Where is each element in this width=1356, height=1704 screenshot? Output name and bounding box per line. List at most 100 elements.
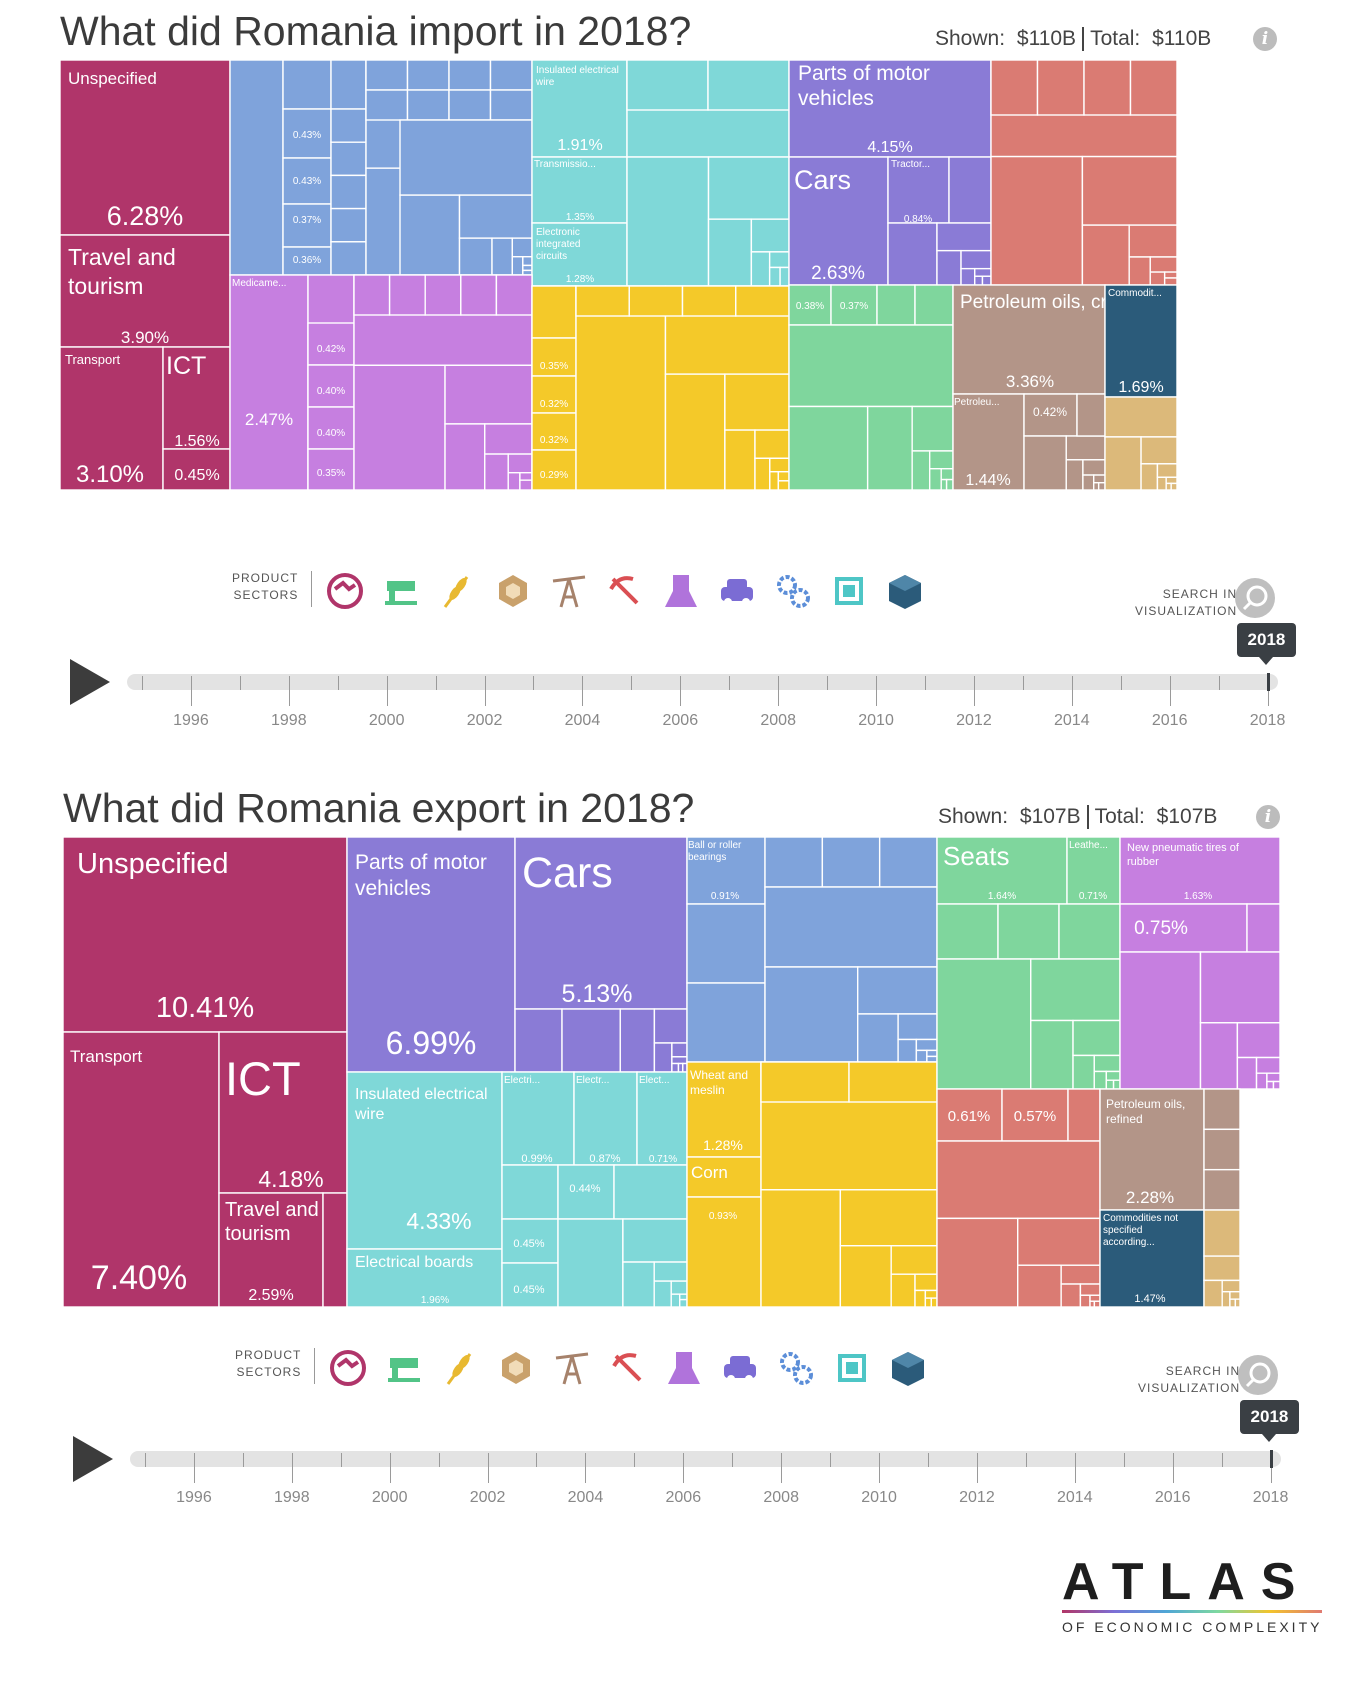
agriculture-wheat-icon[interactable]: [437, 571, 477, 611]
treemap-cell[interactable]: [1105, 1070, 1121, 1081]
treemap-cell[interactable]: [897, 1013, 938, 1041]
timeline-year-label[interactable]: 2016: [1154, 1489, 1191, 1506]
treemap-cell[interactable]: [760, 1061, 850, 1103]
timeline-year-label[interactable]: 2010: [861, 1489, 897, 1506]
treemap-cell[interactable]: [1199, 1022, 1239, 1090]
timeline-year-label[interactable]: 2012: [956, 712, 992, 729]
treemap-cell[interactable]: [1067, 1088, 1101, 1142]
treemap-cell[interactable]: [671, 1062, 680, 1073]
treemap-cell[interactable]: [1236, 1056, 1258, 1090]
treemap-cell[interactable]: [1234, 1298, 1241, 1307]
treemap-cell[interactable]: [769, 471, 780, 491]
treemap-cell[interactable]: [936, 958, 1032, 1090]
treemap-cell[interactable]: [914, 1289, 927, 1307]
treemap-cell[interactable]: [1203, 1279, 1223, 1307]
treemap-cell[interactable]: [448, 89, 492, 121]
treemap-cell[interactable]: [1255, 1072, 1268, 1090]
timeline-handle[interactable]: [1269, 1450, 1273, 1468]
treemap-cell[interactable]: [1140, 436, 1178, 465]
treemap-cell[interactable]: [997, 903, 1060, 960]
treemap-cell[interactable]: [952, 393, 1025, 491]
treemap-cell[interactable]: [1017, 1264, 1062, 1307]
treemap-cell[interactable]: [707, 218, 753, 287]
treemap-cell[interactable]: [821, 837, 881, 888]
treemap-cell[interactable]: [924, 1289, 938, 1299]
treemap-cell[interactable]: [1083, 60, 1132, 116]
treemap-cell[interactable]: [768, 266, 781, 287]
treemap-cell[interactable]: [1099, 1209, 1205, 1307]
treemap-cell[interactable]: [514, 837, 688, 1010]
treemap-cell[interactable]: [346, 1071, 503, 1250]
treemap-cell[interactable]: [575, 285, 630, 317]
treemap-cell[interactable]: [330, 174, 367, 210]
treemap-cell[interactable]: [924, 1297, 933, 1307]
treemap-cell[interactable]: [218, 1031, 348, 1194]
treemap-cell[interactable]: [750, 218, 790, 253]
play-button[interactable]: [73, 1436, 113, 1482]
treemap-cell[interactable]: [735, 285, 790, 317]
treemap-cell[interactable]: [531, 60, 628, 158]
treemap-cell[interactable]: [936, 249, 962, 286]
treemap-cell[interactable]: [960, 267, 976, 286]
treemap-cell[interactable]: [330, 108, 367, 143]
treemap-cell[interactable]: [1104, 284, 1178, 398]
treemap-cell[interactable]: [1203, 1168, 1241, 1211]
treemap-cell[interactable]: [406, 89, 450, 121]
treemap-cell[interactable]: [1036, 60, 1085, 116]
treemap-cell[interactable]: [974, 267, 992, 277]
treemap-cell[interactable]: [511, 256, 524, 276]
search-button[interactable]: [1238, 1355, 1278, 1395]
treemap-cell[interactable]: [788, 60, 992, 158]
treemap-cell[interactable]: [1119, 837, 1280, 905]
treemap-cell[interactable]: [282, 60, 332, 110]
treemap-cell[interactable]: [1104, 396, 1178, 438]
timeline-year-label[interactable]: 2006: [662, 712, 699, 729]
treemap-cell[interactable]: [60, 60, 231, 236]
treemap-cell[interactable]: [960, 249, 992, 270]
other-box-icon[interactable]: [885, 571, 925, 611]
treemap-cell[interactable]: [573, 1071, 638, 1166]
treemap-cell[interactable]: [1221, 1291, 1231, 1307]
treemap-cell[interactable]: [1060, 1264, 1101, 1285]
treemap-cell[interactable]: [764, 966, 859, 1063]
treemap-cell[interactable]: [769, 457, 790, 473]
treemap-cell[interactable]: [664, 373, 726, 491]
treemap-cell[interactable]: [353, 274, 391, 316]
treemap-cell[interactable]: [1203, 1209, 1241, 1257]
treemap-cell[interactable]: [890, 1273, 916, 1307]
treemap-cell[interactable]: [839, 1245, 892, 1307]
stone-gem-icon[interactable]: [493, 571, 533, 611]
timeline-year-label[interactable]: 2012: [959, 1489, 995, 1506]
timeline-year-label[interactable]: 2016: [1151, 712, 1188, 729]
treemap-cell[interactable]: [830, 284, 878, 326]
treemap-cell[interactable]: [307, 406, 355, 450]
treemap-cell[interactable]: [388, 274, 426, 316]
treemap-cell[interactable]: [1081, 224, 1130, 286]
metals-pickaxe-icon[interactable]: [605, 571, 645, 611]
treemap-cell[interactable]: [788, 284, 832, 326]
treemap-cell[interactable]: [724, 373, 790, 431]
treemap-cell[interactable]: [936, 222, 992, 252]
treemap-cell[interactable]: [1163, 271, 1178, 279]
treemap-cell[interactable]: [1128, 256, 1151, 286]
treemap-cell[interactable]: [514, 1008, 563, 1073]
treemap-cell[interactable]: [936, 1217, 1019, 1307]
treemap-cell[interactable]: [707, 156, 790, 220]
timeline-year-label[interactable]: 2018: [1252, 1489, 1289, 1506]
treemap-cell[interactable]: [1128, 224, 1178, 258]
treemap-cell[interactable]: [1266, 1080, 1275, 1090]
treemap-cell[interactable]: [764, 837, 824, 888]
treemap-cell[interactable]: [890, 1245, 938, 1275]
treemap-cell[interactable]: [613, 1164, 688, 1220]
treemap-cell[interactable]: [1076, 393, 1106, 437]
treemap-cell[interactable]: [1093, 1300, 1101, 1307]
treemap-cell[interactable]: [686, 1196, 762, 1307]
treemap-cell[interactable]: [887, 156, 950, 224]
treemap-cell[interactable]: [887, 222, 938, 286]
treemap-cell[interactable]: [653, 1280, 672, 1307]
treemap-cell[interactable]: [1229, 1298, 1237, 1307]
timeline-year-label[interactable]: 2010: [858, 712, 894, 729]
treemap-cell[interactable]: [1079, 1283, 1101, 1296]
treemap-cell[interactable]: [670, 1293, 681, 1307]
treemap-cell[interactable]: [915, 1038, 938, 1052]
